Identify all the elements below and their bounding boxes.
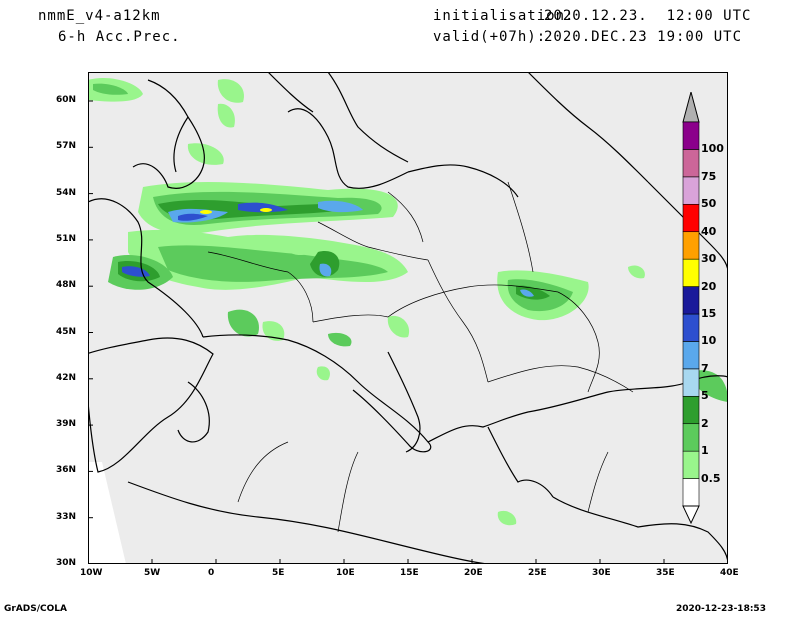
colorbar-level-label: 50 bbox=[701, 197, 717, 211]
colorbar-level-label: 1 bbox=[701, 444, 709, 458]
lon-label: 20E bbox=[464, 568, 483, 578]
colorbar-segment bbox=[682, 368, 700, 397]
colorbar-level-label: 7 bbox=[701, 361, 709, 375]
lon-label: 10W bbox=[80, 568, 103, 578]
model-name: nmmE_v4-a12km bbox=[38, 8, 161, 24]
colorbar-level-label: 10 bbox=[701, 334, 717, 348]
colorbar-level-label: 20 bbox=[701, 279, 717, 293]
colorbar-level-label: 15 bbox=[701, 307, 717, 320]
lat-label: 33N bbox=[56, 511, 77, 522]
colorbar-segment bbox=[682, 203, 700, 233]
colorbar-level-label: 30 bbox=[701, 252, 717, 266]
lon-label: 15E bbox=[400, 568, 419, 578]
colorbar-arrow-bottom bbox=[682, 505, 700, 524]
valid-label: valid(+07h): bbox=[433, 29, 547, 45]
domain-edge bbox=[88, 462, 126, 564]
colorbar-arrow-top bbox=[682, 92, 700, 123]
software-credit: GrADS/COLA bbox=[4, 604, 67, 614]
lon-label: 35E bbox=[656, 568, 675, 578]
lat-label: 42N bbox=[56, 372, 77, 383]
colorbar-segment bbox=[682, 149, 700, 178]
lon-label: 5E bbox=[272, 568, 285, 578]
colorbar-level-label: 40 bbox=[701, 224, 717, 238]
colorbar-segment bbox=[682, 423, 700, 452]
colorbar-level-label: 75 bbox=[701, 169, 717, 183]
lon-label: 40E bbox=[720, 568, 739, 578]
colorbar-segment bbox=[682, 121, 700, 150]
lat-label: 51N bbox=[56, 233, 77, 244]
precipitation-map bbox=[88, 72, 728, 564]
lat-label: 54N bbox=[56, 187, 77, 198]
colorbar-segment bbox=[682, 313, 700, 342]
product-name: 6-h Acc.Prec. bbox=[58, 29, 181, 45]
init-label: initialisation: bbox=[433, 8, 575, 24]
country-borders bbox=[207, 181, 634, 533]
colorbar-level-label: 2 bbox=[701, 416, 709, 430]
precip-areas bbox=[88, 77, 728, 526]
colorbar bbox=[682, 92, 700, 524]
colorbar-segment bbox=[682, 286, 700, 315]
lon-label: 0 bbox=[208, 568, 215, 578]
colorbar-segment bbox=[682, 341, 700, 370]
generation-timestamp: 2020-12-23-18:53 bbox=[676, 604, 766, 614]
valid-value: 2020.DEC.23 19:00 UTC bbox=[544, 29, 743, 45]
lon-label: 25E bbox=[528, 568, 547, 578]
init-value: 2020.12.23. 12:00 UTC bbox=[544, 8, 752, 24]
colorbar-segment bbox=[682, 258, 700, 287]
colorbar-level-label: 0.5 bbox=[701, 471, 721, 485]
colorbar-segment bbox=[682, 395, 700, 425]
lat-label: 36N bbox=[56, 465, 77, 476]
lat-label: 45N bbox=[56, 326, 77, 337]
colorbar-segment bbox=[682, 450, 700, 479]
lat-label: 57N bbox=[56, 141, 77, 152]
colorbar-segment bbox=[682, 176, 700, 205]
colorbar-level-label: 5 bbox=[701, 389, 709, 403]
colorbar-level-label: 100 bbox=[701, 142, 724, 156]
lat-label: 48N bbox=[56, 280, 77, 291]
colorbar-segment bbox=[682, 231, 700, 260]
lon-label: 10E bbox=[336, 568, 355, 578]
lon-label: 5W bbox=[144, 568, 161, 578]
lat-label: 60N bbox=[56, 95, 77, 105]
lat-label: 39N bbox=[56, 419, 77, 430]
lat-label: 30N bbox=[56, 558, 77, 568]
lon-label: 30E bbox=[592, 568, 611, 578]
axis-ticks bbox=[88, 100, 728, 564]
colorbar-segment bbox=[682, 478, 700, 507]
map-background bbox=[88, 72, 728, 564]
